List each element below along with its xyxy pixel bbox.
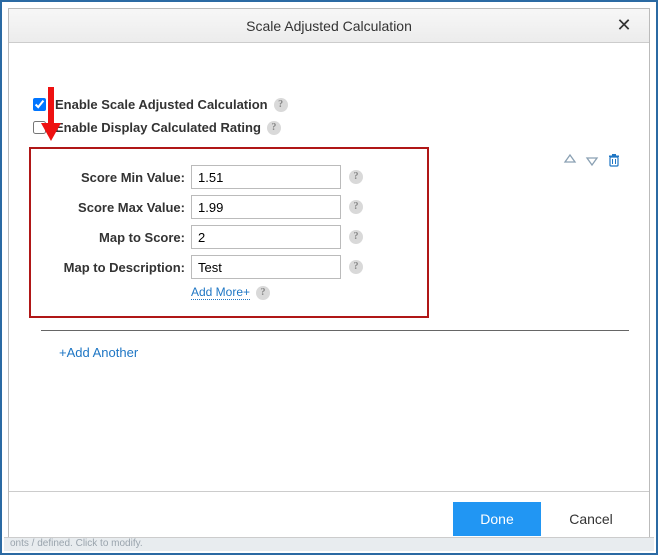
cancel-button[interactable]: Cancel — [547, 502, 635, 536]
move-up-icon[interactable] — [561, 151, 579, 169]
help-icon[interactable]: ? — [256, 286, 270, 300]
map-desc-input[interactable] — [191, 255, 341, 279]
close-icon[interactable]: ✕ — [607, 9, 641, 43]
score-max-input[interactable] — [191, 195, 341, 219]
score-min-input[interactable] — [191, 165, 341, 189]
help-icon[interactable]: ? — [349, 200, 363, 214]
add-another-link[interactable]: +Add Another — [59, 345, 138, 360]
enable-scale-label: Enable Scale Adjusted Calculation — [55, 97, 268, 112]
map-score-input[interactable] — [191, 225, 341, 249]
score-mapping-panel: Score Min Value: ? Score Max Value: ? Ma… — [29, 147, 429, 318]
score-max-label: Score Max Value: — [41, 200, 191, 215]
background-strip: onts / defined. Click to modify. — [4, 537, 654, 551]
done-button[interactable]: Done — [453, 502, 541, 536]
help-icon[interactable]: ? — [349, 230, 363, 244]
help-icon[interactable]: ? — [267, 121, 281, 135]
dialog-title: Scale Adjusted Calculation — [246, 18, 412, 34]
delete-icon[interactable] — [605, 151, 623, 169]
help-icon[interactable]: ? — [349, 170, 363, 184]
help-icon[interactable]: ? — [349, 260, 363, 274]
help-icon[interactable]: ? — [274, 98, 288, 112]
enable-scale-checkbox[interactable] — [33, 98, 46, 111]
move-down-icon[interactable] — [583, 151, 601, 169]
map-desc-label: Map to Description: — [41, 260, 191, 275]
enable-display-label: Enable Display Calculated Rating — [55, 120, 261, 135]
map-score-label: Map to Score: — [41, 230, 191, 245]
score-min-label: Score Min Value: — [41, 170, 191, 185]
enable-display-checkbox[interactable] — [33, 121, 46, 134]
dialog-titlebar: Scale Adjusted Calculation ✕ — [9, 9, 649, 43]
add-more-link[interactable]: Add More+ — [191, 285, 250, 300]
divider — [41, 330, 629, 331]
